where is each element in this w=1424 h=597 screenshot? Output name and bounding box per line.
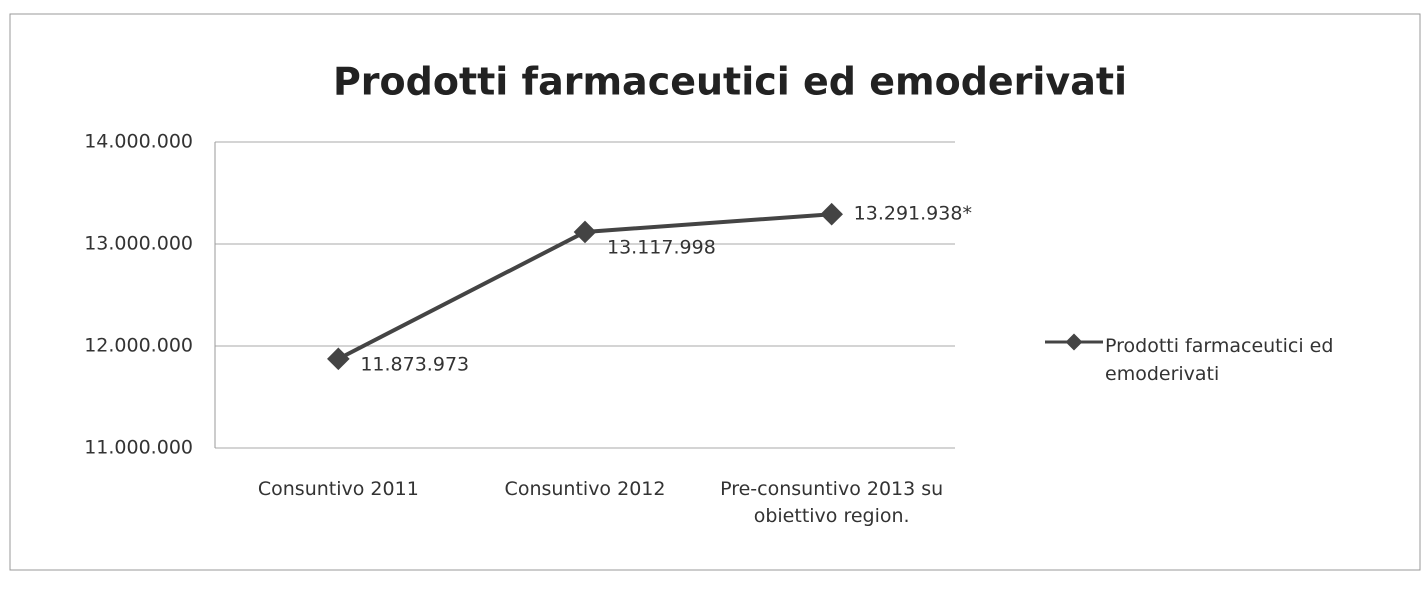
data-label: 13.117.998 (607, 236, 716, 258)
chart-border (9, 13, 1421, 571)
data-marker (820, 202, 843, 226)
data-marker (327, 347, 350, 371)
y-tick-label: 14.000.000 (84, 131, 193, 153)
y-tick-label: 13.000.000 (84, 233, 193, 255)
data-label: 13.291.938* (854, 203, 972, 225)
y-tick-label: 12.000.000 (84, 335, 193, 357)
legend-label: Prodotti farmaceutici ed emoderivati (1105, 335, 1334, 385)
y-tick-label: 11.000.000 (84, 437, 193, 459)
legend-marker (1065, 333, 1083, 351)
x-tick-label: Consuntivo 2012 (504, 478, 666, 500)
data-label: 11.873.973 (360, 353, 469, 375)
x-tick-label: Consuntivo 2011 (257, 478, 419, 500)
x-tick-label: Pre-consuntivo 2013 su obiettivo region. (720, 478, 944, 527)
data-marker (573, 220, 597, 244)
chart-title: Prodotti farmaceutici ed emoderivati (333, 60, 1127, 104)
